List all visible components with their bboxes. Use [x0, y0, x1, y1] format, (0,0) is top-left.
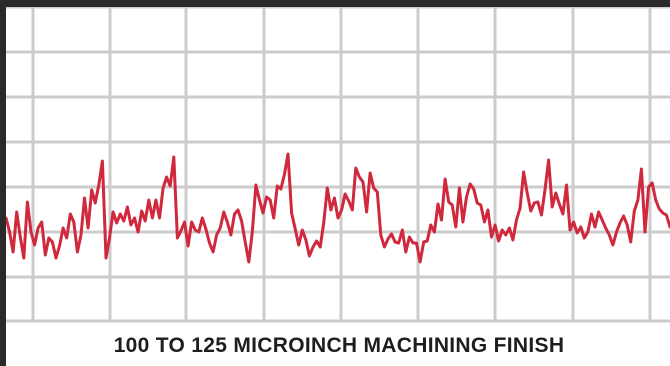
left-border	[0, 0, 6, 366]
chart-title: 100 TO 125 MICROINCH MACHINING FINISH	[113, 334, 565, 357]
top-border	[0, 0, 670, 7]
series-line-roughness	[4, 152, 670, 264]
series-layer	[4, 152, 670, 264]
